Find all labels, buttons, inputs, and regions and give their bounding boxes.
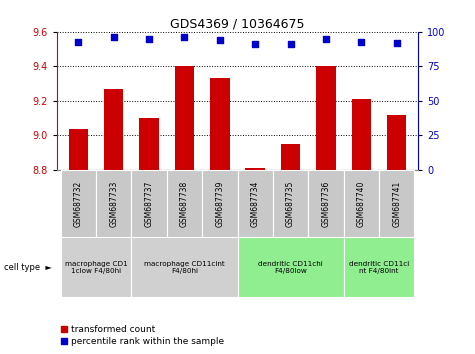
Bar	[344, 170, 379, 237]
Bar	[131, 170, 167, 237]
Point	[145, 36, 153, 42]
Point	[110, 35, 117, 40]
Text: GSM687737: GSM687737	[144, 180, 153, 227]
Bar	[202, 170, 238, 237]
Bar	[246, 168, 265, 170]
Text: macrophage CD11cint
F4/80hi: macrophage CD11cint F4/80hi	[144, 261, 225, 274]
Bar	[139, 118, 159, 170]
Text: GSM687741: GSM687741	[392, 181, 401, 227]
Bar	[175, 66, 194, 170]
Point	[216, 37, 224, 43]
Bar	[273, 170, 308, 237]
Bar	[352, 99, 371, 170]
Text: GSM687739: GSM687739	[215, 180, 224, 227]
Text: dendritic CD11chi
F4/80low: dendritic CD11chi F4/80low	[258, 261, 323, 274]
Text: GSM687736: GSM687736	[322, 180, 331, 227]
Bar	[131, 237, 238, 297]
Bar	[210, 79, 229, 170]
Text: GSM687732: GSM687732	[74, 181, 83, 227]
Point	[287, 41, 294, 47]
Bar	[96, 170, 131, 237]
Bar	[238, 237, 344, 297]
Legend: transformed count, percentile rank within the sample: transformed count, percentile rank withi…	[57, 321, 228, 349]
Text: GSM687734: GSM687734	[251, 180, 260, 227]
Text: GSM687738: GSM687738	[180, 181, 189, 227]
Text: GSM687733: GSM687733	[109, 180, 118, 227]
Point	[358, 39, 365, 44]
Point	[393, 40, 400, 46]
Bar	[316, 66, 336, 170]
Bar	[281, 144, 300, 170]
Bar	[238, 170, 273, 237]
Bar	[60, 170, 96, 237]
Text: cell type  ►: cell type ►	[4, 263, 52, 272]
Bar	[60, 237, 131, 297]
Bar	[104, 89, 124, 170]
Bar	[387, 115, 407, 170]
Bar	[379, 170, 415, 237]
Text: macrophage CD1
1clow F4/80hi: macrophage CD1 1clow F4/80hi	[65, 261, 127, 274]
Bar	[308, 170, 344, 237]
Point	[75, 39, 82, 44]
Point	[251, 41, 259, 47]
Text: GSM687740: GSM687740	[357, 180, 366, 227]
Point	[180, 35, 188, 40]
Bar	[68, 129, 88, 170]
Bar	[344, 237, 415, 297]
Point	[322, 36, 330, 42]
Title: GDS4369 / 10364675: GDS4369 / 10364675	[170, 18, 305, 31]
Text: GSM687735: GSM687735	[286, 180, 295, 227]
Text: dendritic CD11ci
nt F4/80int: dendritic CD11ci nt F4/80int	[349, 261, 409, 274]
Bar	[167, 170, 202, 237]
